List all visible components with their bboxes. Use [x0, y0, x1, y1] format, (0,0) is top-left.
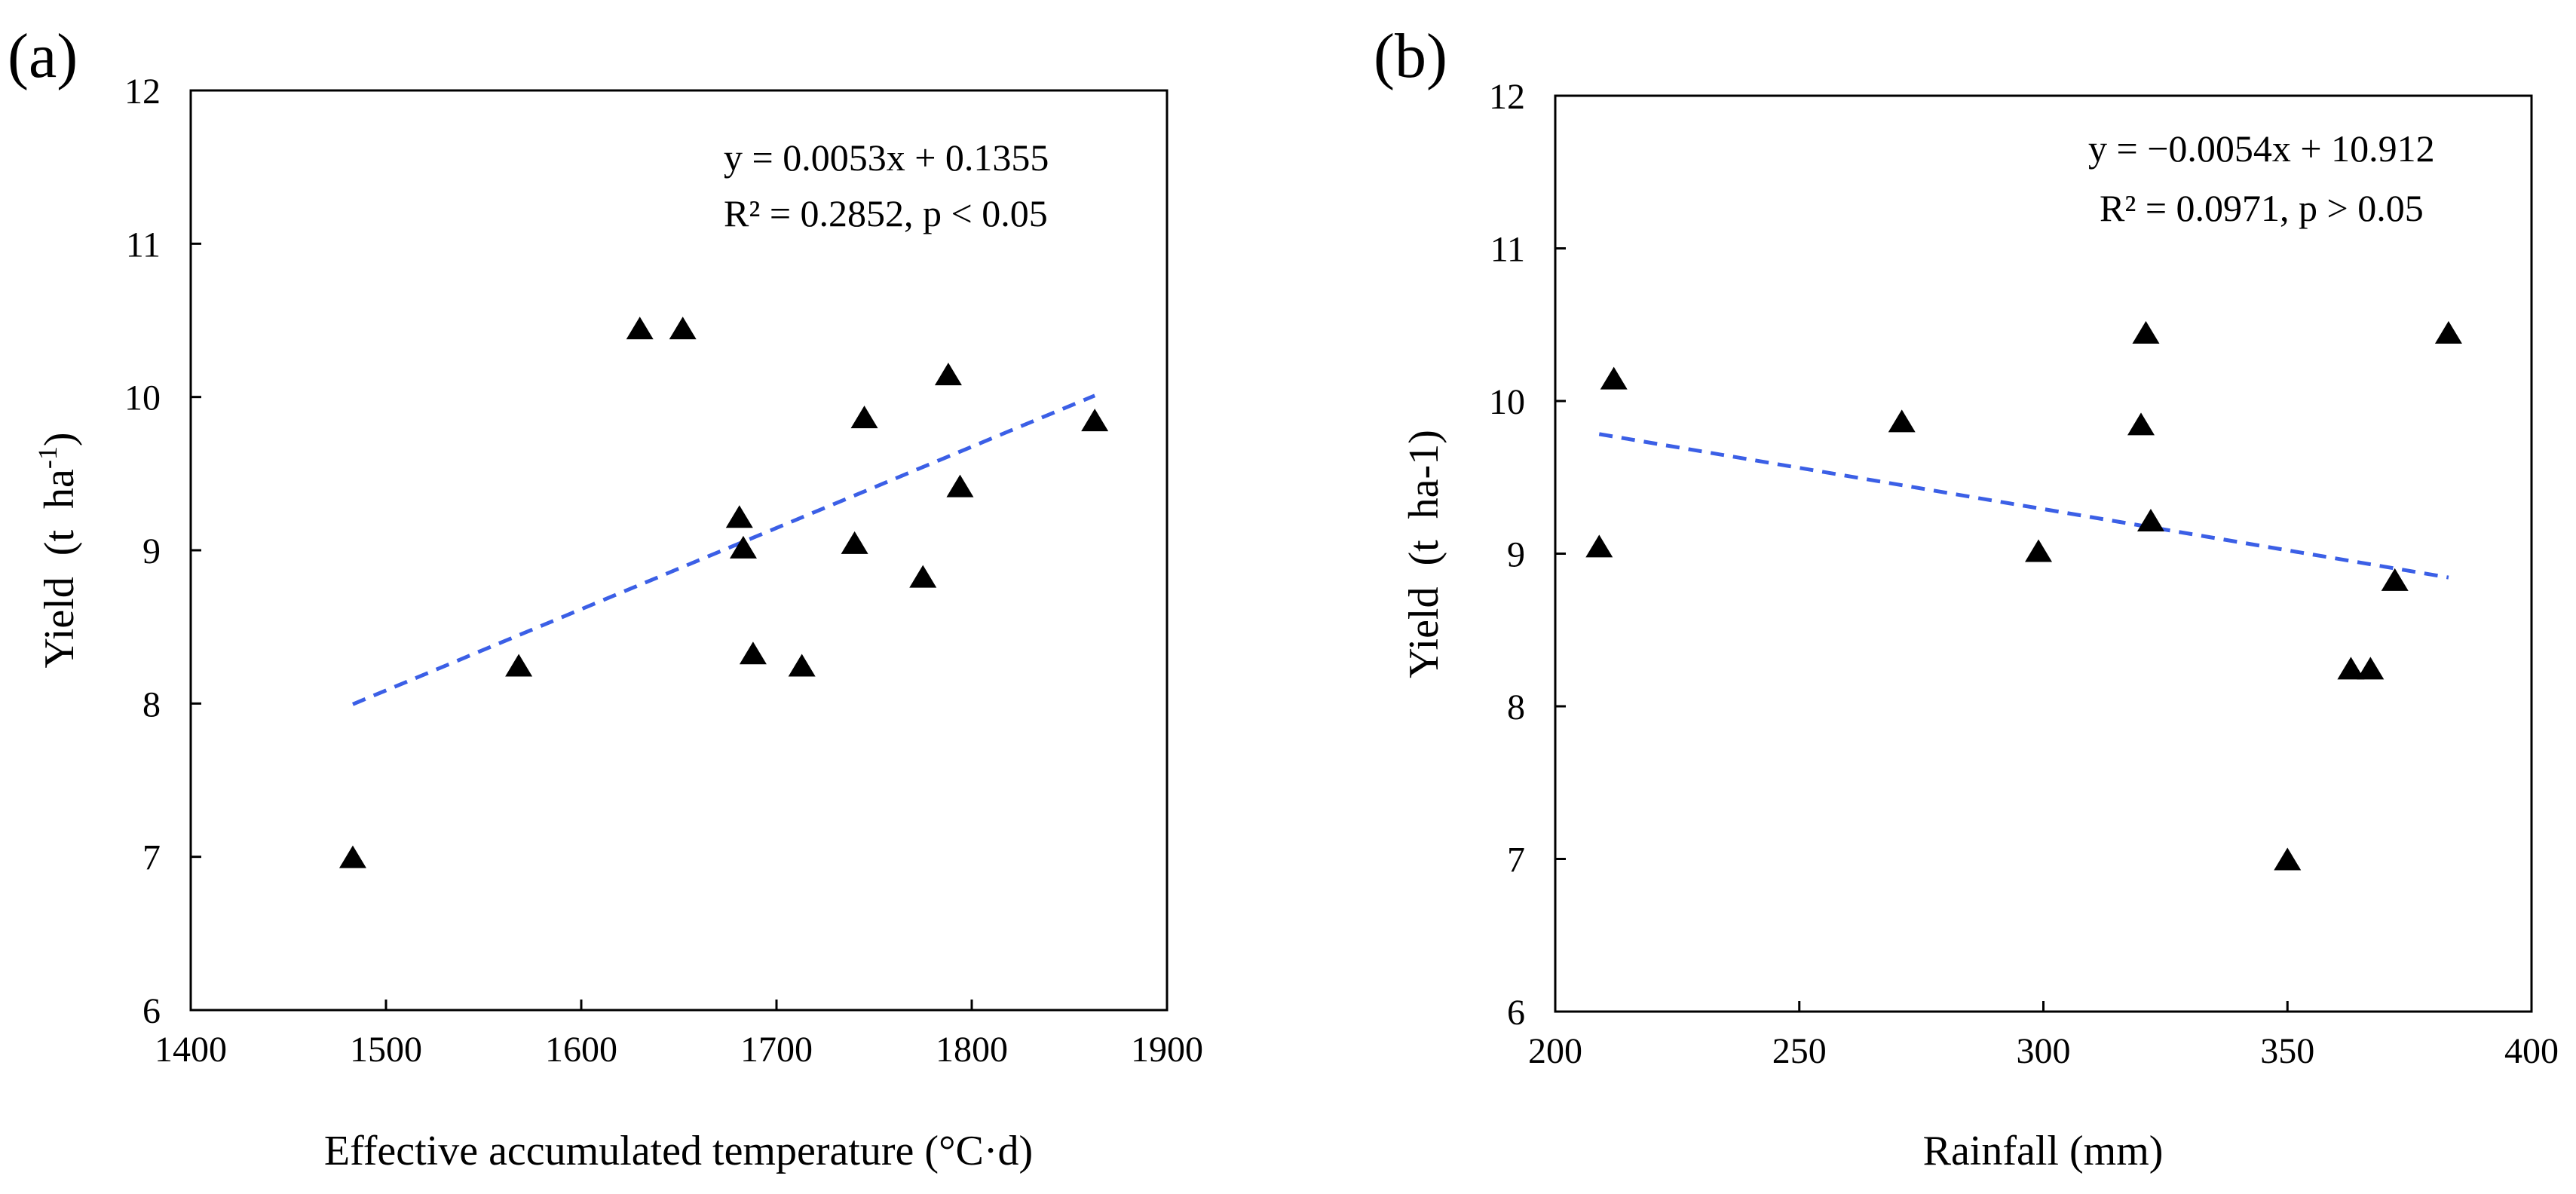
panel-b-data-point [2025, 539, 2053, 562]
panel-a-points [338, 317, 1109, 868]
panel-b-data-point [2434, 320, 2462, 344]
panel-a-y-ticks: 6 7 8 9 10 11 12 [124, 72, 201, 1031]
panel-a-y-tick-label: 11 [126, 225, 161, 265]
panel-b-x-axis-title: Rainfall (mm) [1923, 1128, 2164, 1174]
panel-b-label: (b) [1374, 21, 1447, 91]
panel-b-x-tick-label: 400 [2504, 1031, 2559, 1071]
panel-b-equation: y = −0.0054x + 10.912 [2088, 127, 2435, 170]
panel-a-x-axis-title: Effective accumulated temperature (°C·d) [324, 1128, 1033, 1174]
panel-b-y-tick-label: 12 [1489, 77, 1525, 117]
panel-a-trendline [352, 393, 1096, 706]
panel-b-trendline [1598, 432, 2449, 580]
panel-b-y-axis-title: Yield (t ha-1) [1401, 430, 1447, 678]
panel-b-y-tick-label: 7 [1507, 840, 1525, 880]
panel-b-data-point [2136, 508, 2164, 531]
panel-b-y-tick-label: 10 [1489, 382, 1525, 422]
panel-b-y-tick-label: 8 [1507, 687, 1525, 727]
panel-a-data-point [909, 565, 937, 588]
panel-a-y-axis-title-end: ) [36, 432, 83, 446]
panel-a-y-axis-title-main: Yield (t ha [36, 469, 83, 669]
panel-b-data-point [2381, 568, 2409, 591]
panel-a-data-point [626, 317, 654, 340]
panel-a-data-point [850, 406, 878, 429]
panel-a-x-tick-label: 1500 [350, 1030, 422, 1070]
panel-a-y-axis-title: Yield (t ha-1) [32, 432, 83, 668]
panel-a-y-tick-label: 9 [142, 531, 161, 571]
panel-b-y-ticks: 6 7 8 9 10 11 12 [1489, 77, 1566, 1033]
panel-b-r2: R² = 0.0971, p > 0.05 [2100, 187, 2424, 229]
panel-b-y-tick-label: 11 [1490, 230, 1525, 270]
panel-a-equation: y = 0.0053x + 0.1355 [724, 136, 1049, 179]
panel-b-data-point [1585, 534, 1613, 558]
panel-a-x-tick-label: 1400 [155, 1030, 227, 1070]
panel-a-data-point [1081, 409, 1109, 432]
panel-b-data-point [1888, 409, 1916, 433]
panel-a-data-point [841, 531, 868, 554]
panel-a-data-point [946, 474, 974, 498]
panel-a-data-point [739, 641, 767, 665]
panel-a-label: (a) [8, 21, 78, 91]
panel-b-x-tick-label: 300 [2017, 1031, 2071, 1071]
panel-b-y-axis-title-main: Yield (t ha-1) [1401, 430, 1447, 678]
panel-b-data-point [2357, 657, 2385, 680]
panel-a-data-point [788, 654, 816, 677]
panel-b-points [1585, 320, 2462, 871]
panel-a-data-point [729, 535, 757, 559]
panel-b-y-tick-label: 6 [1507, 993, 1525, 1033]
panel-a-x-ticks: 1400 1500 1600 1700 1800 1900 [155, 1000, 1203, 1070]
panel-a-y-tick-label: 12 [124, 72, 161, 112]
panel-a-y-tick-label: 10 [124, 378, 161, 418]
panel-b-x-ticks: 200 250 300 350 400 [1528, 1001, 2559, 1071]
panel-b-data-point [2127, 412, 2155, 436]
panel-a-data-point [338, 845, 366, 868]
panel-a-y-tick-label: 6 [142, 991, 161, 1031]
panel-b-x-tick-label: 200 [1528, 1031, 1582, 1071]
panel-a-y-tick-label: 8 [142, 684, 161, 724]
panel-a-data-point [669, 317, 697, 340]
panel-b-x-tick-label: 250 [1772, 1031, 1827, 1071]
panel-b-y-tick-label: 9 [1507, 535, 1525, 575]
panel-b-data-point [2132, 320, 2160, 344]
panel-b-data-point [1600, 366, 1628, 390]
panel-a-data-point [505, 654, 533, 677]
panel-a-x-tick-label: 1800 [936, 1030, 1008, 1070]
panel-a-data-point [725, 505, 753, 528]
panel-b-x-tick-label: 350 [2260, 1031, 2314, 1071]
panel-a-r2: R² = 0.2852, p < 0.05 [724, 192, 1048, 234]
panel-a-y-tick-label: 7 [142, 838, 161, 878]
panel-a-y-axis-title-sup: -1 [32, 446, 63, 469]
panel-a-x-tick-label: 1700 [740, 1030, 813, 1070]
panel-a-x-tick-label: 1600 [545, 1030, 617, 1070]
panel-a-data-point [934, 363, 962, 386]
panel-b: (b) 200 250 300 350 400 6 7 8 9 10 11 12 y = −0.00… [1374, 21, 2559, 1174]
panel-a: (a) 1400 1500 1600 1700 1800 1900 6789101112 … [8, 21, 1203, 1174]
panel-b-data-point [2274, 847, 2302, 871]
panel-a-x-tick-label: 1900 [1131, 1030, 1203, 1070]
panel-b-data-point [2337, 657, 2365, 680]
